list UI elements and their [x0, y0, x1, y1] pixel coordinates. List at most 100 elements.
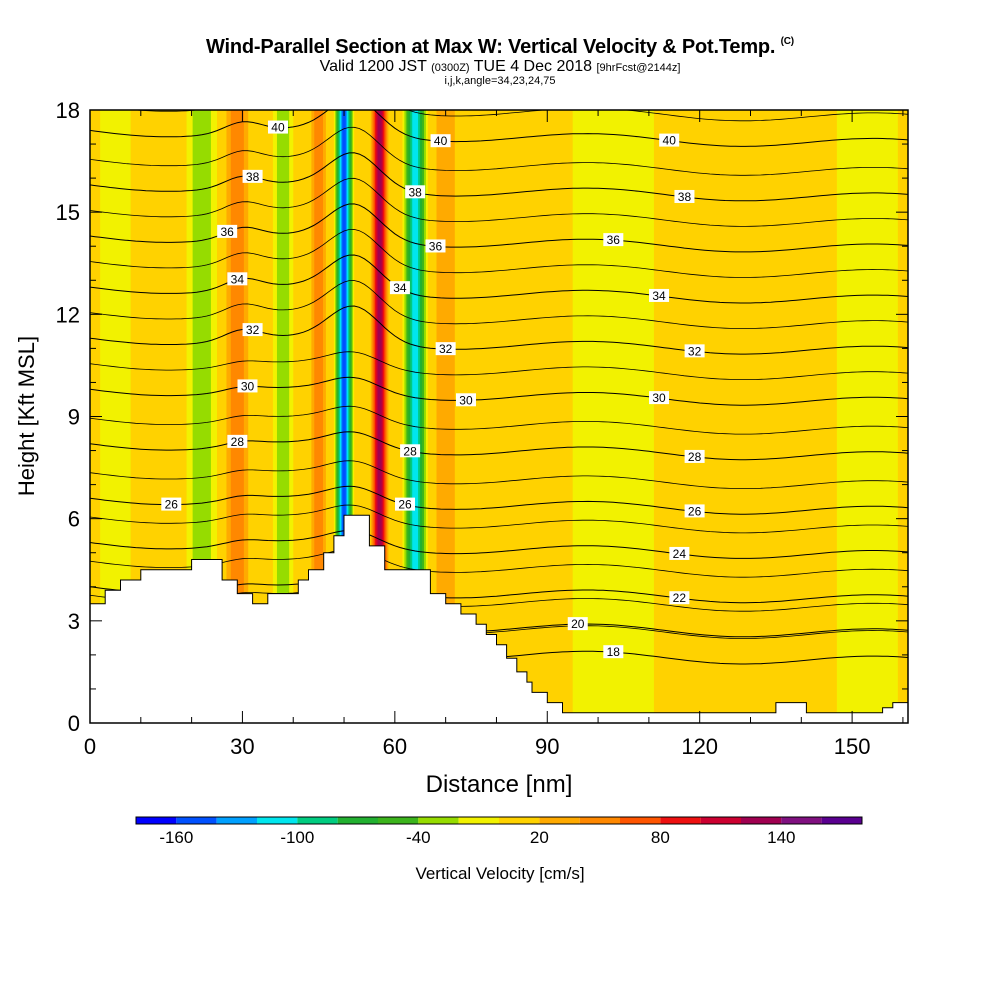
isentrope-line [90, 548, 908, 578]
colorbar-swatch [741, 817, 782, 824]
isentrope-line [90, 431, 908, 461]
isentrope-label: 32 [246, 323, 260, 337]
isentrope-label: 30 [459, 393, 473, 407]
isentrope-label-bg [649, 391, 670, 405]
isentrope-line [90, 405, 908, 435]
isentrope-line [90, 376, 908, 406]
isentrope-label-bg [217, 224, 238, 238]
isentrope-label-bg [674, 189, 695, 203]
isentrope-label: 20 [571, 617, 585, 631]
colorbar-swatch [176, 817, 217, 824]
colorbar-swatch [136, 817, 177, 824]
subtitle-date: TUE 4 Dec 2018 [473, 58, 593, 75]
colorbar-swatch [458, 817, 499, 824]
isentrope-label: 26 [688, 504, 702, 518]
title-main: Wind-Parallel Section at Max W: Vertical… [206, 36, 776, 58]
colorbar-tick-label: 20 [530, 828, 549, 847]
chart-title-block: Wind-Parallel Section at Max W: Vertical… [0, 36, 1000, 87]
isentrope-label-bg [603, 233, 624, 247]
isentrope-line [90, 228, 908, 278]
x-tick-label: 120 [681, 734, 718, 759]
isentrope-label-bg [405, 185, 426, 199]
isentrope-label: 22 [673, 591, 687, 605]
isentrope-label-bg [567, 617, 588, 631]
isentrope-label: 38 [678, 190, 692, 204]
isentrope-label-bg [400, 444, 421, 458]
isentrope-label-bg [669, 591, 690, 605]
isentrope-label-bg [227, 272, 248, 286]
isentrope-label: 38 [408, 185, 422, 199]
isentrope-label-bg [242, 169, 263, 183]
isentrope-label-bg [242, 323, 263, 337]
isentrope-label: 32 [688, 344, 702, 358]
isentrope-line [90, 351, 908, 380]
isentrope-label-bg [267, 120, 288, 134]
isentrope-line [90, 504, 908, 534]
subtitle-forecast: [9hrFcst@2144z] [596, 62, 681, 74]
colorbar-swatch [620, 817, 661, 824]
x-tick-label: 0 [84, 734, 96, 759]
isentrope-label: 34 [393, 281, 407, 295]
velocity-band-level [436, 110, 455, 723]
colorbar-swatch [579, 817, 620, 824]
y-tick-label: 3 [68, 609, 80, 634]
isentrope-label: 36 [429, 239, 443, 253]
colorbar-swatch [821, 817, 862, 824]
isentrope-label: 34 [652, 289, 666, 303]
velocity-band [572, 110, 654, 723]
isentrope-label-bg [684, 344, 705, 358]
isentrope-line [90, 485, 908, 515]
isentrope-label: 30 [652, 391, 666, 405]
isentrope-label-bg [684, 504, 705, 518]
y-tick-label: 18 [56, 98, 80, 123]
colorbar-swatch [418, 817, 459, 824]
isentrope-label-bg [649, 288, 670, 302]
velocity-band-level [572, 110, 654, 723]
isentrope-label: 28 [688, 450, 702, 464]
isentrope-line [90, 177, 908, 227]
subtitle-utc: (0300Z) [431, 62, 470, 74]
subtitle-indices: i,j,k,angle=34,23,24,75 [444, 75, 556, 87]
colorbar-swatch [499, 817, 540, 824]
chart-subtitle: Valid 1200 JST (0300Z) TUE 4 Dec 2018 [9… [0, 59, 1000, 76]
colorbar-tick-label: -100 [280, 828, 314, 847]
y-tick-label: 0 [68, 711, 80, 736]
isentrope-label: 40 [663, 134, 677, 148]
x-tick-label: 30 [230, 734, 254, 759]
colorbar-tick-label: -40 [406, 828, 431, 847]
isentrope-label-bg [161, 497, 182, 511]
isentrope-label-bg [455, 393, 476, 407]
colorbar-swatch [216, 817, 257, 824]
isentrope-line [90, 280, 908, 329]
terrain [90, 514, 908, 723]
isentrope-label-bg [684, 449, 705, 463]
isentrope-label: 18 [607, 645, 621, 659]
isentrope-label-bg [669, 546, 690, 560]
y-tick-label: 12 [56, 302, 80, 327]
isentrope-label-bg [425, 239, 446, 253]
y-tick-label: 9 [68, 405, 80, 430]
colorbar-tick-label: 80 [651, 828, 670, 847]
isentrope-line [90, 305, 908, 355]
colorbar-swatch [337, 817, 378, 824]
isentrope-line [90, 460, 908, 489]
colorbar-frame [135, 816, 863, 825]
colorbar-swatch [297, 817, 338, 824]
isentrope-label-bg [603, 645, 624, 659]
colorbar: -160 -100 -40 20 80 140 [135, 816, 863, 847]
velocity-band-level [314, 110, 323, 723]
colorbar-swatch [660, 817, 701, 824]
isentrope-label: 34 [231, 272, 245, 286]
y-axis-label: Height [Kft MSL] [14, 336, 39, 496]
velocity-band-level [836, 110, 898, 723]
chart-title: Wind-Parallel Section at Max W: Vertical… [0, 36, 1000, 59]
velocity-band-level [377, 110, 382, 723]
velocity-band-level [412, 110, 419, 723]
isentrope-label-bg [659, 133, 680, 147]
title-copyright: (C) [780, 36, 795, 47]
velocity-band [836, 110, 898, 723]
colorbar-swatch [781, 817, 822, 824]
isentrope-line [90, 126, 908, 176]
